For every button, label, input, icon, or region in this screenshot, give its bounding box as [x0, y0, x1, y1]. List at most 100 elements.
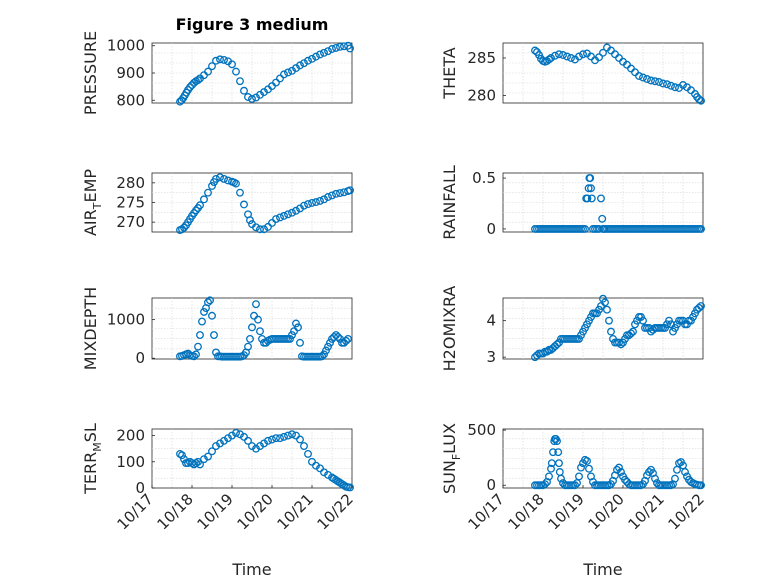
- data-point: [198, 317, 206, 326]
- y-tick-label: 0: [486, 476, 496, 494]
- data-point: [240, 432, 248, 441]
- data-point: [200, 307, 208, 316]
- data-point: [212, 174, 220, 183]
- data-point: [635, 72, 643, 80]
- data-point: [695, 95, 703, 104]
- data-point: [296, 435, 304, 444]
- data-point: [587, 184, 595, 193]
- data-point: [186, 83, 194, 92]
- data-point: [539, 349, 547, 358]
- y-tick-label: 270: [116, 213, 145, 231]
- data-point: [336, 189, 344, 198]
- data-point: [617, 468, 625, 476]
- data-point: [244, 342, 252, 351]
- data-point: [697, 302, 705, 310]
- y-axis-label-main: PRESSURE: [81, 31, 100, 115]
- data-point: [268, 435, 276, 444]
- data-point: [200, 195, 208, 204]
- x-tick-label: 10/21: [625, 490, 668, 533]
- x-tick-label: 10/20: [585, 490, 628, 533]
- data-point: [244, 93, 252, 101]
- data-point: [196, 460, 204, 469]
- data-point: [308, 457, 316, 466]
- x-tick-label: 10/19: [545, 490, 588, 533]
- data-point: [232, 428, 240, 437]
- data-point: [629, 327, 637, 336]
- data-point: [190, 352, 198, 361]
- data-point: [292, 319, 300, 328]
- data-point: [212, 56, 220, 65]
- data-point: [268, 219, 276, 227]
- data-point: [547, 464, 555, 473]
- x-tick-label: 10/18: [154, 490, 197, 533]
- y-tick-label: 4: [486, 312, 496, 330]
- data-point: [320, 350, 328, 359]
- data-point: [324, 193, 332, 201]
- data-point: [695, 303, 703, 312]
- data-point: [252, 300, 260, 309]
- data-point: [320, 195, 328, 204]
- data-point: [210, 331, 218, 340]
- x-axis-label: Time: [231, 560, 271, 579]
- data-point: [284, 68, 292, 77]
- data-point: [228, 60, 236, 69]
- data-point: [304, 449, 312, 458]
- data-point: [621, 475, 629, 484]
- data-point: [671, 474, 679, 483]
- data-point: [284, 210, 292, 219]
- y-tick-label: 275: [116, 194, 145, 212]
- data-point: [543, 347, 551, 356]
- data-point: [549, 448, 557, 457]
- y-tick-label: 3: [486, 348, 496, 366]
- x-tick-label: 10/20: [234, 490, 277, 533]
- data-point: [639, 316, 647, 325]
- data-point: [204, 188, 212, 197]
- data-point: [276, 213, 284, 222]
- data-point: [244, 436, 252, 445]
- data-point: [663, 80, 671, 89]
- data-point: [318, 352, 326, 361]
- y-axis-label: PRESSURE: [81, 31, 100, 115]
- data-point: [308, 198, 316, 207]
- data-point: [681, 468, 689, 476]
- figure-title: Figure 3 medium: [176, 15, 329, 34]
- data-point: [304, 56, 312, 65]
- data-point: [332, 189, 340, 198]
- y-axis-label-main: AIR: [81, 209, 100, 236]
- data-point: [280, 432, 288, 441]
- data-point: [553, 340, 561, 349]
- subplot-h2omixra: 3 4 H2OMIXRA: [440, 286, 705, 371]
- data-point: [679, 81, 687, 89]
- data-point: [280, 70, 288, 79]
- data-point: [615, 463, 623, 472]
- y-axis-label: RAINFALL: [440, 165, 459, 240]
- data-point: [342, 336, 350, 345]
- data-point: [671, 83, 679, 92]
- data-point: [206, 296, 214, 305]
- data-point: [196, 201, 204, 210]
- data-point: [256, 327, 264, 336]
- data-point: [328, 45, 336, 53]
- x-tick-label: 10/22: [314, 490, 357, 533]
- data-point: [557, 474, 565, 483]
- data-point: [232, 67, 240, 76]
- data-point: [575, 52, 583, 61]
- data-point: [324, 47, 332, 56]
- data-point: [559, 51, 567, 59]
- y-axis-label-tail: EMP: [81, 169, 100, 203]
- subplot-rainfall: 0 0.5 RAINFALL: [440, 165, 705, 240]
- data-point: [571, 481, 579, 490]
- y-axis-label-subscript: M: [91, 442, 104, 452]
- subplot-mixdepth: 0 1000 MIXDEPTH: [81, 287, 353, 370]
- data-point: [613, 465, 621, 474]
- y-axis-label-main: SUN: [440, 460, 459, 494]
- data-point: [180, 223, 188, 232]
- data-point: [312, 52, 320, 61]
- data-point: [567, 54, 575, 62]
- data-point: [276, 434, 284, 443]
- data-point: [651, 77, 659, 86]
- x-tick-label: 10/19: [194, 490, 237, 533]
- y-tick-label: 800: [116, 91, 145, 109]
- data-point: [575, 472, 583, 481]
